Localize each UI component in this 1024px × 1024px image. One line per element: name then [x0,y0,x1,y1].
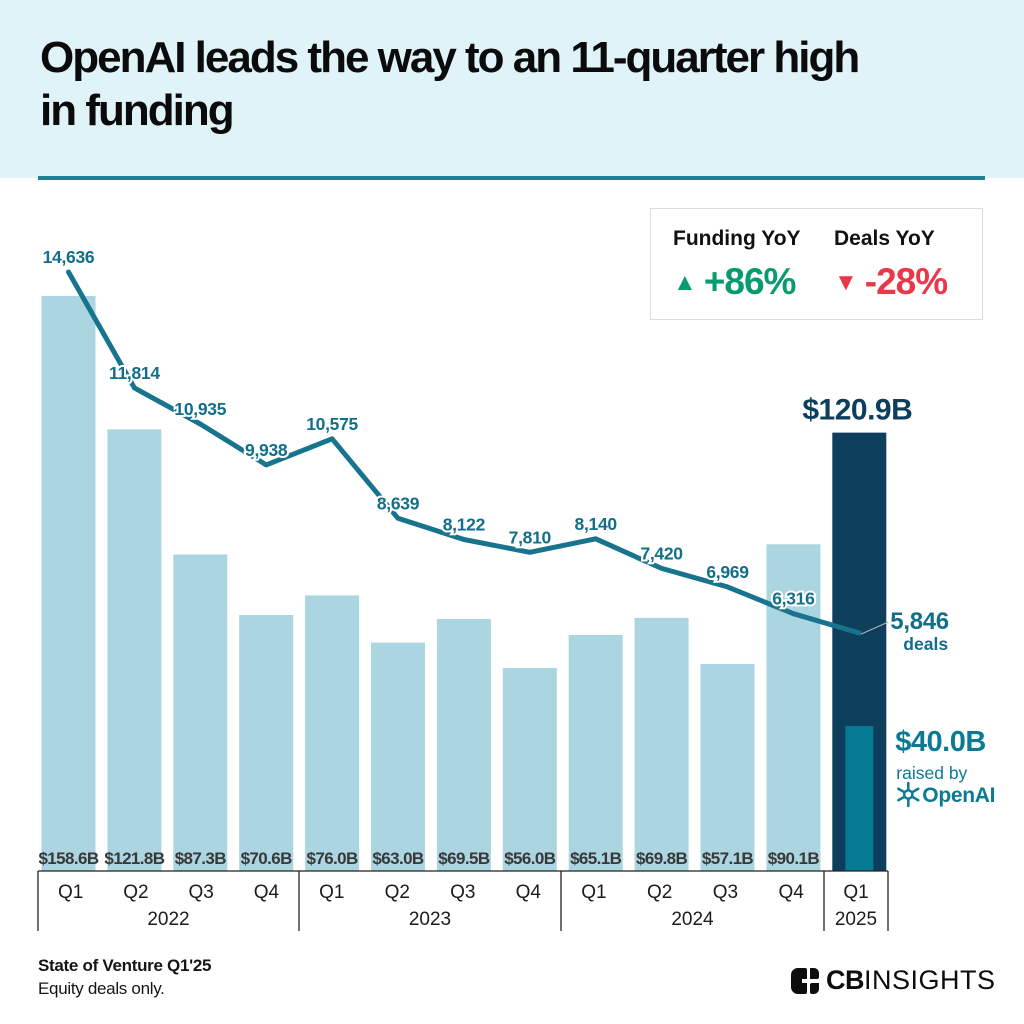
deal-count-label: 7,810 [509,527,552,547]
header-divider [38,176,985,180]
funding-value-label: $70.6B [241,849,293,868]
deals-yoy-value: ▼ -28% [834,261,948,303]
quarter-label: Q3 [713,882,738,903]
deal-count-label: 8,639 [377,493,420,513]
funding-value-label: $57.1B [702,849,754,868]
funding-value-label: $90.1B [768,849,820,868]
deal-count-label: 10,935 [174,399,226,419]
openai-logo-icon [897,781,920,808]
quarter-label: Q1 [319,882,344,903]
openai-name-label: OpenAI [922,784,995,807]
funding-value-label: $76.0B [306,849,358,868]
year-label: 2024 [671,909,714,930]
highlight-funding-label: $120.9B [802,394,912,427]
triangle-down-icon: ▼ [834,269,858,296]
funding-value-label: $69.5B [438,849,490,868]
bar [700,663,755,871]
openai-amount-label: $40.0B [895,726,986,758]
brand-insights-text: INSIGHTS [864,965,996,995]
quarter-label: Q4 [516,882,542,903]
header-band: OpenAI leads the way to an 11-quarter hi… [0,0,1024,178]
bar [305,595,360,871]
quarter-label: Q4 [254,882,280,903]
quarter-label: Q1 [843,882,868,903]
quarter-label: Q1 [58,882,83,903]
funding-yoy-percent: +86% [703,261,797,302]
triangle-up-icon: ▲ [673,269,697,296]
deals-line [66,269,862,636]
deal-count-label: 14,636 [43,247,95,267]
source-subtitle: Equity deals only. [38,979,165,998]
funding-value-label: $158.6B [38,849,98,868]
quarter-label: Q2 [385,882,410,903]
quarter-label: Q3 [450,882,475,903]
cbinsights-logo: CB INSIGHTS [791,965,996,996]
year-label: 2025 [835,909,877,930]
funding-yoy: Funding YoY ▲ +86% [673,227,801,303]
quarter-label: Q2 [123,882,148,903]
deal-count-label: 8,140 [575,514,618,534]
deals-yoy: Deals YoY ▼ -28% [834,227,948,303]
deal-count-label: 6,316 [772,589,815,609]
deal-count-label: 6,969 [706,562,749,582]
bar [634,617,689,871]
funding-yoy-value: ▲ +86% [673,261,801,303]
deals-yoy-percent: -28% [864,261,948,302]
funding-value-label: $56.0B [504,849,556,868]
year-label: 2023 [409,909,451,930]
funding-value-label: $69.8B [636,849,688,868]
bar [107,429,162,871]
highlight-deals-sublabel: deals [903,634,948,654]
quarter-label: Q4 [778,882,804,903]
deal-count-label: 8,122 [443,515,486,535]
deals-yoy-label: Deals YoY [834,227,935,250]
bar [173,554,228,871]
page-title-line-2: in funding [40,85,235,135]
bar [239,615,294,871]
highlight-deals-label: 5,846 [890,608,949,635]
bar [371,642,425,871]
quarter-label: Q1 [581,882,606,903]
bar [502,667,557,871]
bar [766,544,821,871]
yoy-legend: Funding YoY ▲ +86% Deals YoY ▼ -28% [650,208,983,320]
deal-count-label: 9,938 [245,440,288,460]
funding-yoy-label: Funding YoY [673,227,801,250]
page-title: OpenAI leads the way to an 11-quarter hi… [40,32,990,138]
deal-count-label: 7,420 [640,543,683,563]
cbinsights-icon [791,967,819,994]
quarter-label: Q3 [188,882,213,903]
funding-value-label: $63.0B [372,849,424,868]
source-title: State of Venture Q1'25 [38,956,212,975]
funding-value-label: $121.8B [104,849,164,868]
quarter-label: Q2 [647,882,672,903]
source-note: State of Venture Q1'25 Equity deals only… [38,956,211,999]
deal-count-label: 10,575 [306,414,358,434]
bar [568,634,623,871]
deal-count-label: 11,814 [109,363,160,383]
brand-cb-text: CB [826,965,865,995]
openai-bar [845,725,874,871]
year-label: 2022 [147,909,189,930]
bar [41,295,96,872]
funding-value-label: $65.1B [570,849,622,868]
openai-caption: raised by [896,763,967,783]
bar [436,618,491,871]
page-title-line-1: OpenAI leads the way to an 11-quarter hi… [40,33,860,82]
connector-line [861,621,889,635]
funding-value-label: $87.3B [175,849,227,868]
